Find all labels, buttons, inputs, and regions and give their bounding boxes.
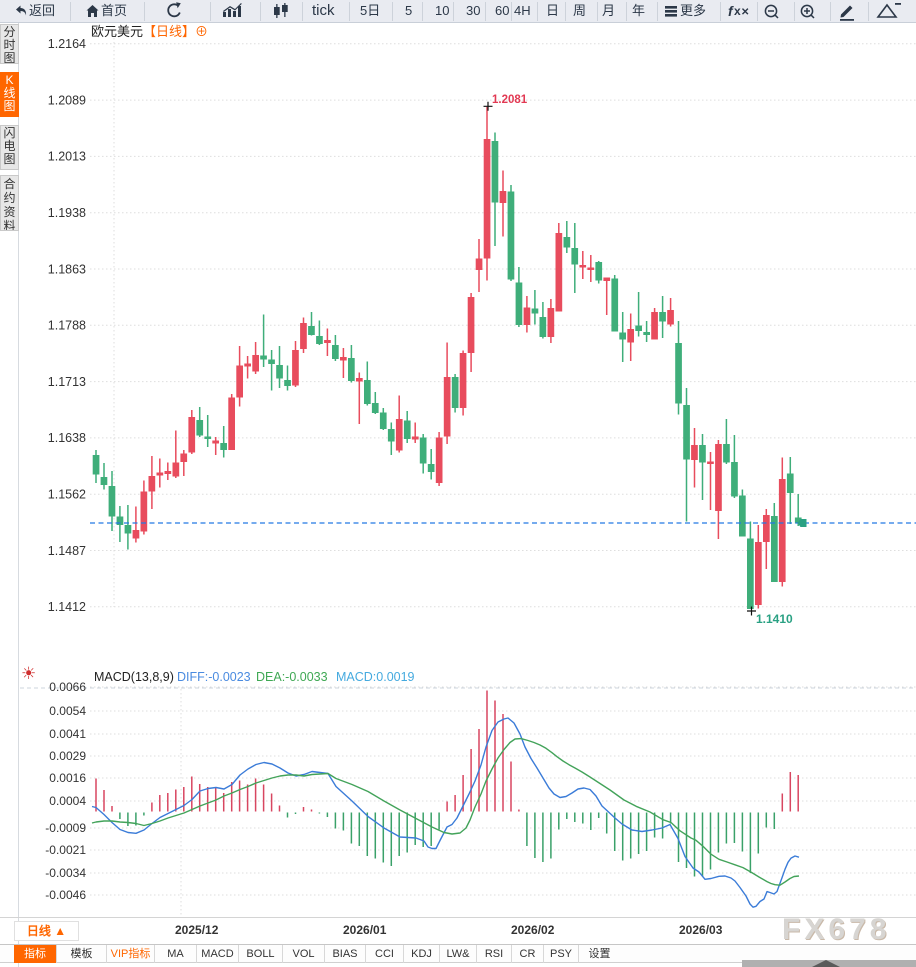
svg-text:0.0016: 0.0016 — [49, 771, 86, 785]
svg-text:0.0066: 0.0066 — [49, 680, 86, 694]
svg-text:欧元美元: 欧元美元 — [91, 24, 143, 39]
svg-text:1.1638: 1.1638 — [48, 431, 86, 445]
svg-text:1.1938: 1.1938 — [48, 206, 86, 220]
svg-text:MACD(13,8,9): MACD(13,8,9) — [94, 670, 174, 684]
svg-text:1.2089: 1.2089 — [48, 93, 86, 107]
svg-text:1.1713: 1.1713 — [48, 375, 86, 389]
svg-text:0.0004: 0.0004 — [49, 794, 86, 808]
svg-text:DEA:-0.0033: DEA:-0.0033 — [256, 670, 328, 684]
svg-text:1.1562: 1.1562 — [48, 488, 86, 502]
svg-text:0.0054: 0.0054 — [49, 704, 86, 718]
svg-text:0.0041: 0.0041 — [49, 727, 86, 741]
svg-text:【日线】⊕: 【日线】⊕ — [143, 24, 208, 39]
svg-text:MACD:0.0019: MACD:0.0019 — [336, 670, 415, 684]
svg-text:1.2164: 1.2164 — [48, 37, 86, 51]
svg-text:DIFF:-0.0023: DIFF:-0.0023 — [177, 670, 251, 684]
svg-text:1.1863: 1.1863 — [48, 262, 86, 276]
svg-text:1.2081: 1.2081 — [492, 94, 528, 106]
svg-text:0.0029: 0.0029 — [49, 749, 86, 763]
svg-text:1.1410: 1.1410 — [756, 612, 793, 626]
svg-text:-0.0009: -0.0009 — [45, 821, 86, 835]
svg-text:1.1487: 1.1487 — [48, 544, 86, 558]
svg-text:-0.0046: -0.0046 — [45, 888, 86, 902]
svg-text:-0.0021: -0.0021 — [45, 843, 86, 857]
svg-text:1.2013: 1.2013 — [48, 150, 86, 164]
svg-text:1.1412: 1.1412 — [48, 600, 86, 614]
svg-text:-0.0034: -0.0034 — [45, 866, 86, 880]
svg-text:1.1788: 1.1788 — [48, 319, 86, 333]
